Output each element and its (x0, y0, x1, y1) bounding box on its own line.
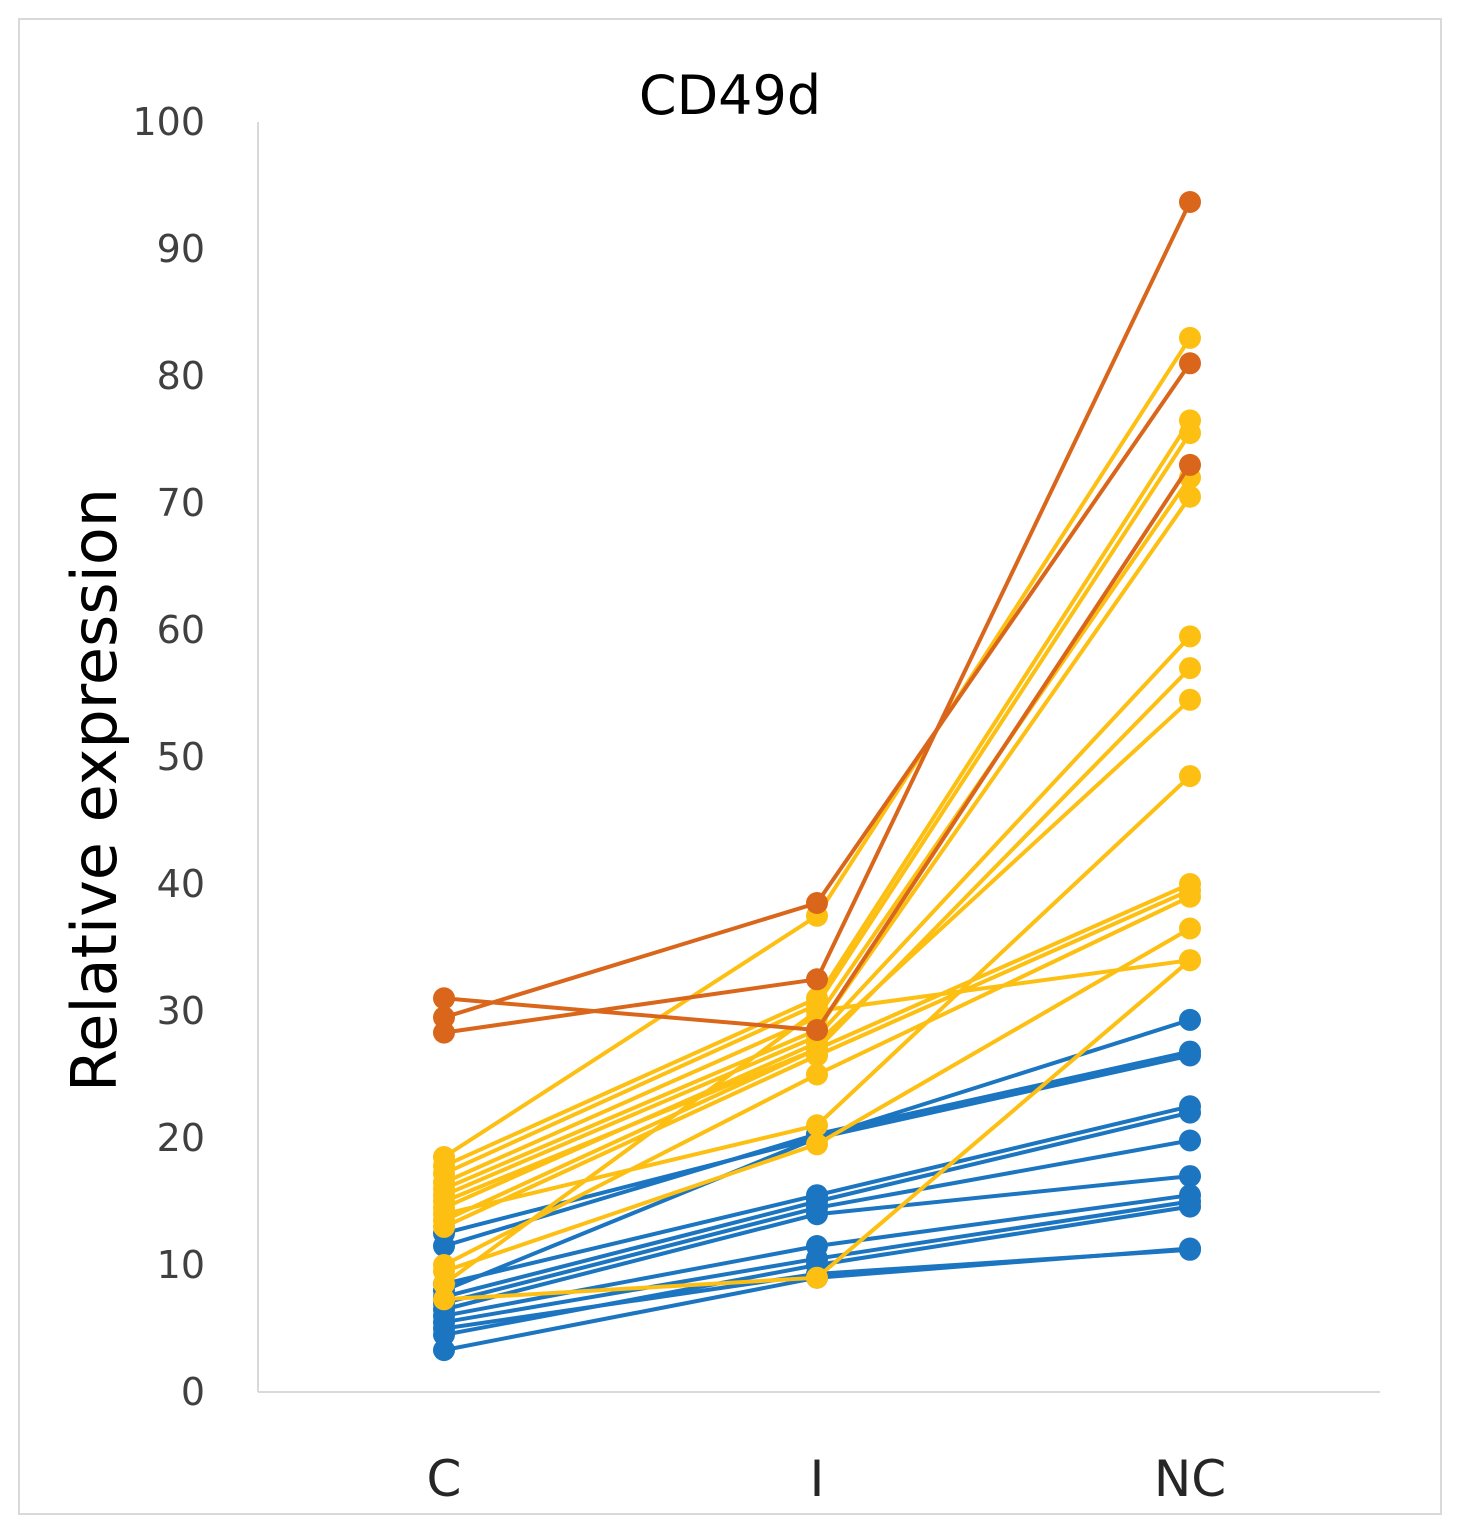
y-tick-label: 20 (157, 1116, 205, 1160)
data-point (1179, 1044, 1201, 1067)
data-point (806, 1114, 828, 1137)
data-point (806, 1203, 828, 1226)
series-group (433, 191, 1201, 1362)
x-tick-label-nc: NC (1154, 1450, 1226, 1508)
y-tick-label: 40 (157, 862, 205, 906)
data-point (1179, 1165, 1201, 1188)
data-point (433, 1273, 455, 1295)
series-yellow-15 (433, 949, 1201, 1311)
series-yellow-11 (433, 879, 1201, 1238)
y-tick-label: 70 (157, 481, 205, 525)
y-axis-label: Relative expression (58, 488, 131, 1092)
data-point (433, 987, 455, 1010)
data-point (806, 1063, 828, 1086)
data-point (433, 1235, 455, 1257)
data-point (1179, 765, 1201, 788)
data-point (433, 1288, 455, 1311)
data-point (806, 892, 828, 914)
data-point (1179, 485, 1201, 508)
chart-frame (18, 18, 1442, 1515)
data-point (433, 1021, 455, 1044)
data-point (1179, 1008, 1201, 1031)
data-point (1179, 453, 1201, 476)
y-tick-label: 100 (132, 100, 205, 144)
data-point (433, 1215, 455, 1238)
x-tick-label-i: I (810, 1450, 825, 1508)
series-orange-3 (433, 191, 1201, 1044)
data-point (806, 1044, 828, 1067)
x-tick-label-c: C (427, 1450, 462, 1508)
series-orange-2 (433, 352, 1201, 1029)
data-point (806, 1266, 828, 1289)
data-point (433, 1006, 455, 1029)
y-tick-label: 10 (157, 1243, 205, 1287)
y-tick-label: 90 (157, 227, 205, 271)
y-tick-label: 30 (157, 989, 205, 1033)
data-point (1179, 1238, 1201, 1261)
y-tick-label: 80 (157, 354, 205, 398)
data-point (433, 1339, 455, 1362)
x-tick-labels: C I NC (427, 1450, 1227, 1508)
data-point (1179, 326, 1201, 349)
data-point (1179, 1101, 1201, 1124)
data-point (1179, 657, 1201, 680)
y-tick-label: 60 (157, 608, 205, 652)
data-point (433, 1317, 455, 1340)
y-tick-labels: 0 10 20 30 40 50 60 70 80 90 100 (132, 100, 205, 1414)
data-point (806, 1019, 828, 1041)
data-point (806, 1000, 828, 1022)
data-point (1179, 885, 1201, 908)
data-point (806, 1133, 828, 1156)
data-point (1179, 1195, 1201, 1218)
series-orange-1 (433, 453, 1201, 1041)
series-line (443, 463, 1192, 1033)
data-point (1179, 422, 1201, 445)
chart-title: CD49d (639, 64, 821, 127)
y-tick-label: 0 (181, 1370, 205, 1414)
data-point (1179, 917, 1201, 940)
y-tick-label: 50 (157, 735, 205, 779)
data-point (1179, 191, 1201, 213)
data-point (806, 968, 828, 991)
data-point (1179, 1129, 1201, 1152)
data-point (1179, 625, 1201, 648)
data-point (1179, 949, 1201, 972)
data-point (1179, 688, 1201, 711)
data-point (1179, 352, 1201, 375)
